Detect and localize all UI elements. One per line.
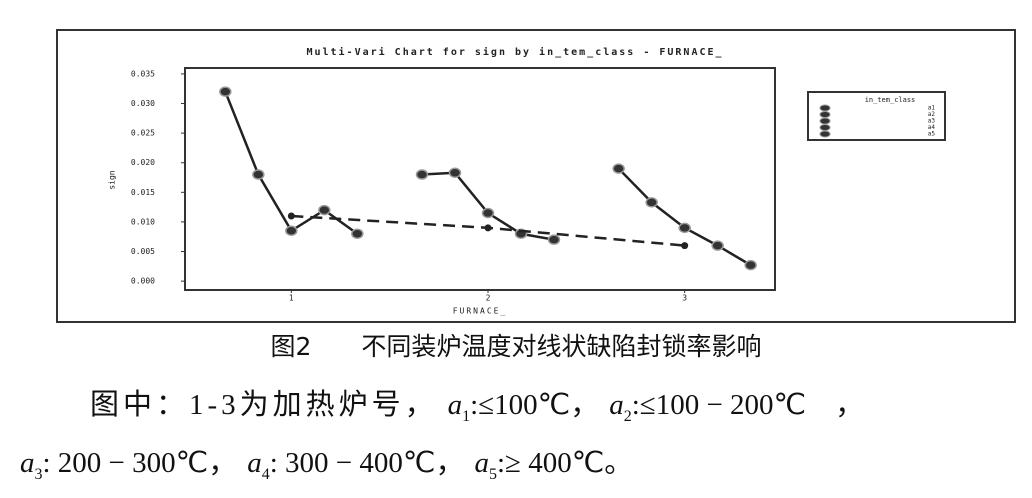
condition-text: :≤100℃， (470, 389, 600, 421)
caption: 图2 不同装炉温度对线状缺陷封锁率影响 (270, 332, 762, 361)
legend-label: a1 (928, 105, 936, 112)
legend-title: in_tem_class (865, 96, 916, 104)
data-point (481, 207, 495, 219)
data-point (645, 197, 658, 208)
y-tick-label: 0.000 (131, 277, 155, 286)
y-tick-label: 0.035 (131, 69, 155, 78)
condition: a1:≤100℃， (447, 389, 600, 425)
legend-label: a5 (928, 131, 936, 138)
legend-label: a4 (928, 124, 936, 131)
group-line (617, 167, 752, 267)
condition-index: 4 (261, 465, 270, 483)
x-tick-label: 1 (289, 294, 294, 303)
note-lead: 图中：1-3为加热炉号， (90, 389, 438, 421)
condition-index: 1 (462, 407, 471, 425)
mean-point (681, 242, 689, 250)
y-tick-label: 0.020 (131, 158, 155, 167)
legend-marker (819, 124, 831, 131)
condition-symbol: a (474, 446, 489, 479)
y-tick-label: 0.025 (131, 129, 155, 138)
condition: a5:≥ 400℃。 (474, 446, 634, 483)
legend-marker (819, 130, 831, 138)
condition-symbol: a (609, 389, 624, 421)
legend-label: a2 (928, 111, 936, 118)
condition: a3: 200 − 300℃， (20, 446, 238, 483)
condition: a4: 300 − 400℃， (247, 446, 465, 483)
data-point (678, 222, 691, 234)
condition-text: :≥ 400℃。 (496, 446, 634, 479)
data-point (448, 167, 462, 179)
frame (56, 29, 1016, 323)
data-point (285, 225, 298, 237)
condition-index: 2 (623, 407, 632, 425)
y-tick-label: 0.015 (131, 188, 155, 197)
condition-text: : 200 − 300℃， (42, 446, 238, 479)
data-point (612, 163, 625, 174)
data-point (318, 204, 331, 216)
condition-symbol: a (247, 446, 262, 479)
mean-point (484, 224, 492, 232)
x-tick-label: 3 (682, 294, 687, 303)
data-point (711, 240, 724, 251)
note: 图中：1-3为加热炉号， a1:≤100℃， a2:≤100 − 200℃ ， a3:… (20, 382, 1020, 498)
data-point (547, 234, 561, 245)
condition: a2:≤100 − 200℃ ， (609, 389, 865, 425)
data-point (252, 169, 265, 180)
chart-title: Multi-Vari Chart for sign by in_tem_clas… (306, 46, 723, 58)
y-tick-label: 0.005 (131, 247, 155, 256)
mean-point (287, 212, 295, 220)
chart: Multi-Vari Chart for sign by in_tem_clas… (56, 29, 1016, 323)
legend-box (807, 91, 946, 141)
condition-text: :≤100 − 200℃ ， (631, 389, 865, 421)
data-point (415, 169, 429, 180)
page: Multi-Vari Chart for sign by in_tem_clas… (20, 29, 1016, 483)
x-tick-label: 2 (486, 294, 491, 303)
legend-marker (819, 117, 831, 125)
y-axis-label: sign (108, 170, 117, 189)
condition-index: 5 (488, 465, 497, 483)
condition-symbol: a (447, 389, 463, 421)
group-line (224, 91, 359, 235)
legend-label: a3 (928, 118, 936, 125)
legend-marker (819, 111, 831, 118)
condition-text: : 300 − 400℃， (269, 446, 465, 479)
data-point (744, 259, 757, 271)
y-tick-label: 0.030 (131, 99, 155, 108)
condition-symbol: a (20, 446, 35, 479)
data-point (219, 86, 232, 97)
data-point (351, 228, 364, 240)
y-tick-label: 0.010 (131, 217, 155, 226)
legend-marker (819, 104, 831, 112)
plot-area (184, 67, 776, 291)
x-axis-label: FURNACE_ (453, 307, 508, 316)
condition-index: 3 (34, 465, 43, 483)
